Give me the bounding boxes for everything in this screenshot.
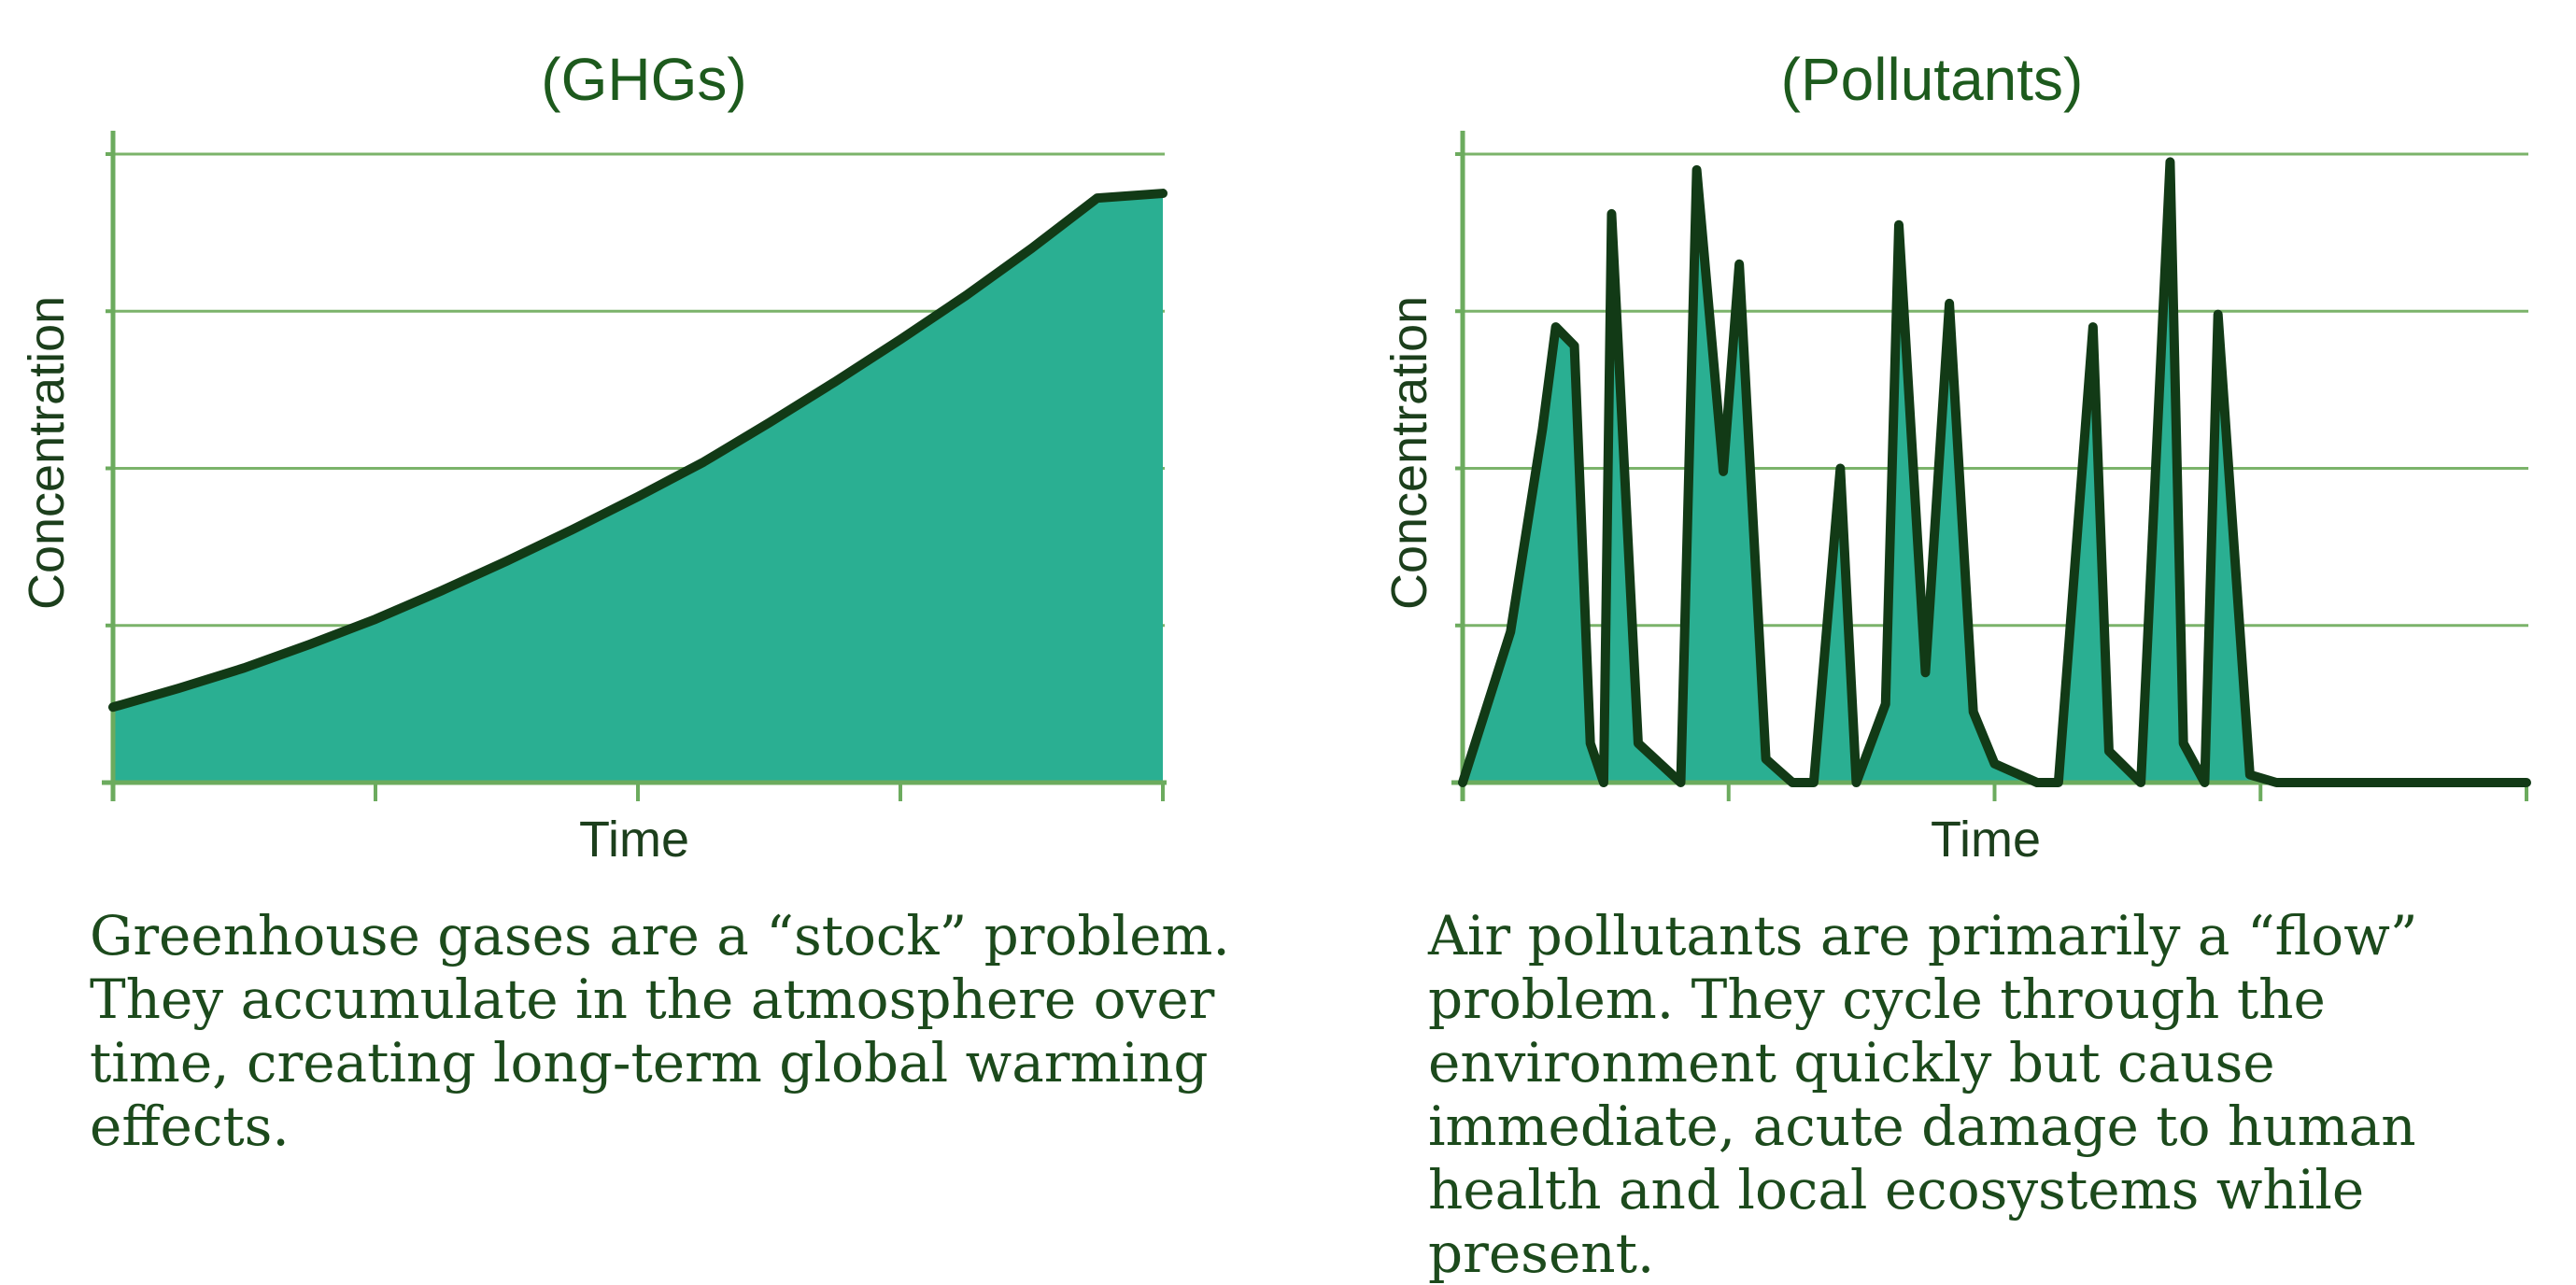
pollutants-data-point bbox=[1508, 629, 1512, 633]
ghg-chart-panel: (GHGs) Time Concentration Greenhouse gas… bbox=[0, 0, 1288, 1234]
ghg-data-point bbox=[505, 559, 509, 563]
ghg-chart bbox=[102, 131, 1168, 801]
pollutants-area-fill bbox=[1463, 162, 2526, 784]
pollutants-data-point bbox=[1609, 212, 1613, 216]
pollutants-data-point bbox=[2182, 741, 2186, 745]
ghg-data-point bbox=[439, 589, 443, 593]
ghg-data-point bbox=[768, 421, 771, 425]
pollutants-data-point bbox=[2371, 781, 2374, 784]
pollutants-data-point bbox=[1947, 302, 1951, 305]
pollutants-data-point bbox=[1923, 671, 1927, 674]
pollutants-data-point bbox=[2139, 781, 2143, 784]
pollutants-data-point bbox=[1540, 427, 1544, 431]
pollutants-data-point bbox=[1764, 757, 1768, 761]
pollutants-data-point bbox=[2274, 781, 2278, 784]
pollutants-data-point bbox=[1884, 702, 1888, 706]
pollutants-data-point bbox=[2035, 781, 2039, 784]
pollutants-data-point bbox=[1812, 781, 1816, 784]
pollutants-data-point bbox=[1695, 168, 1699, 172]
pollutants-data-point bbox=[2330, 781, 2334, 784]
pollutants-data-point bbox=[1554, 325, 1558, 329]
pollutants-chart-title: (Pollutants) bbox=[1780, 46, 2084, 113]
ghg-data-point bbox=[701, 460, 705, 464]
pollutants-data-point bbox=[2428, 781, 2432, 784]
ghg-data-point bbox=[1161, 191, 1165, 195]
ghg-caption: Greenhouse gases are a “stock” problem. … bbox=[90, 904, 1230, 1158]
ghg-series-line bbox=[108, 189, 1168, 713]
ghg-data-point bbox=[308, 642, 312, 646]
pollutants-data-point bbox=[1461, 781, 1465, 784]
ghg-data-point bbox=[964, 293, 968, 297]
pollutants-chart-panel: (Pollutants) Time Concentration Air poll… bbox=[1288, 0, 2576, 1285]
pollutants-data-point bbox=[2216, 313, 2220, 317]
pollutants-data-point bbox=[1854, 781, 1858, 784]
pollutants-data-point bbox=[1721, 470, 1725, 473]
ghg-data-point bbox=[111, 705, 115, 709]
pollutants-caption: Air pollutants are primarily a “flow” pr… bbox=[1428, 904, 2418, 1285]
pollutants-data-point bbox=[2057, 781, 2060, 784]
pollutants-data-point bbox=[2301, 781, 2305, 784]
ghg-data-point bbox=[899, 338, 902, 342]
ghg-data-point bbox=[243, 666, 247, 670]
ghg-data-point bbox=[571, 528, 574, 531]
ghg-y-axis-label: Concentration bbox=[19, 295, 75, 610]
pollutants-data-point bbox=[2248, 773, 2252, 777]
ghg-chart-title: (GHGs) bbox=[541, 46, 747, 113]
pollutants-data-point bbox=[1636, 741, 1640, 745]
pollutants-x-axis-label: Time bbox=[1931, 812, 2041, 868]
pollutants-data-point bbox=[2107, 749, 2111, 753]
pollutants-data-point bbox=[2349, 781, 2353, 784]
pollutants-data-point bbox=[2091, 325, 2095, 329]
pollutants-data-point bbox=[2397, 781, 2400, 784]
pollutants-data-point bbox=[1897, 223, 1901, 227]
pollutants-data-point bbox=[1790, 781, 1794, 784]
ghg-area-fill bbox=[113, 193, 1163, 783]
ghg-data-point bbox=[636, 495, 640, 499]
ghg-data-point bbox=[833, 380, 837, 384]
pollutants-data-point bbox=[2168, 160, 2172, 163]
pollutants-series-line bbox=[1458, 157, 2531, 787]
pollutants-data-point bbox=[2202, 781, 2206, 784]
pollutants-data-point bbox=[1993, 762, 1997, 766]
pollutants-data-point bbox=[1972, 710, 1975, 713]
pollutants-data-point bbox=[1838, 467, 1842, 471]
ghg-data-point bbox=[1030, 247, 1034, 250]
pollutants-chart bbox=[1451, 131, 2531, 801]
pollutants-data-point bbox=[2525, 781, 2528, 784]
ghg-data-point bbox=[177, 686, 180, 690]
pollutants-data-point bbox=[1678, 781, 1682, 784]
pollutants-data-point bbox=[1602, 781, 1606, 784]
ghg-data-point bbox=[1096, 196, 1099, 200]
ghg-data-point bbox=[374, 617, 377, 621]
pollutants-y-axis-label: Concentration bbox=[1381, 295, 1437, 610]
pollutants-data-point bbox=[1573, 344, 1577, 347]
pollutants-data-point bbox=[1589, 741, 1592, 745]
pollutants-data-point bbox=[1737, 262, 1741, 266]
ghg-x-axis-label: Time bbox=[579, 812, 689, 868]
